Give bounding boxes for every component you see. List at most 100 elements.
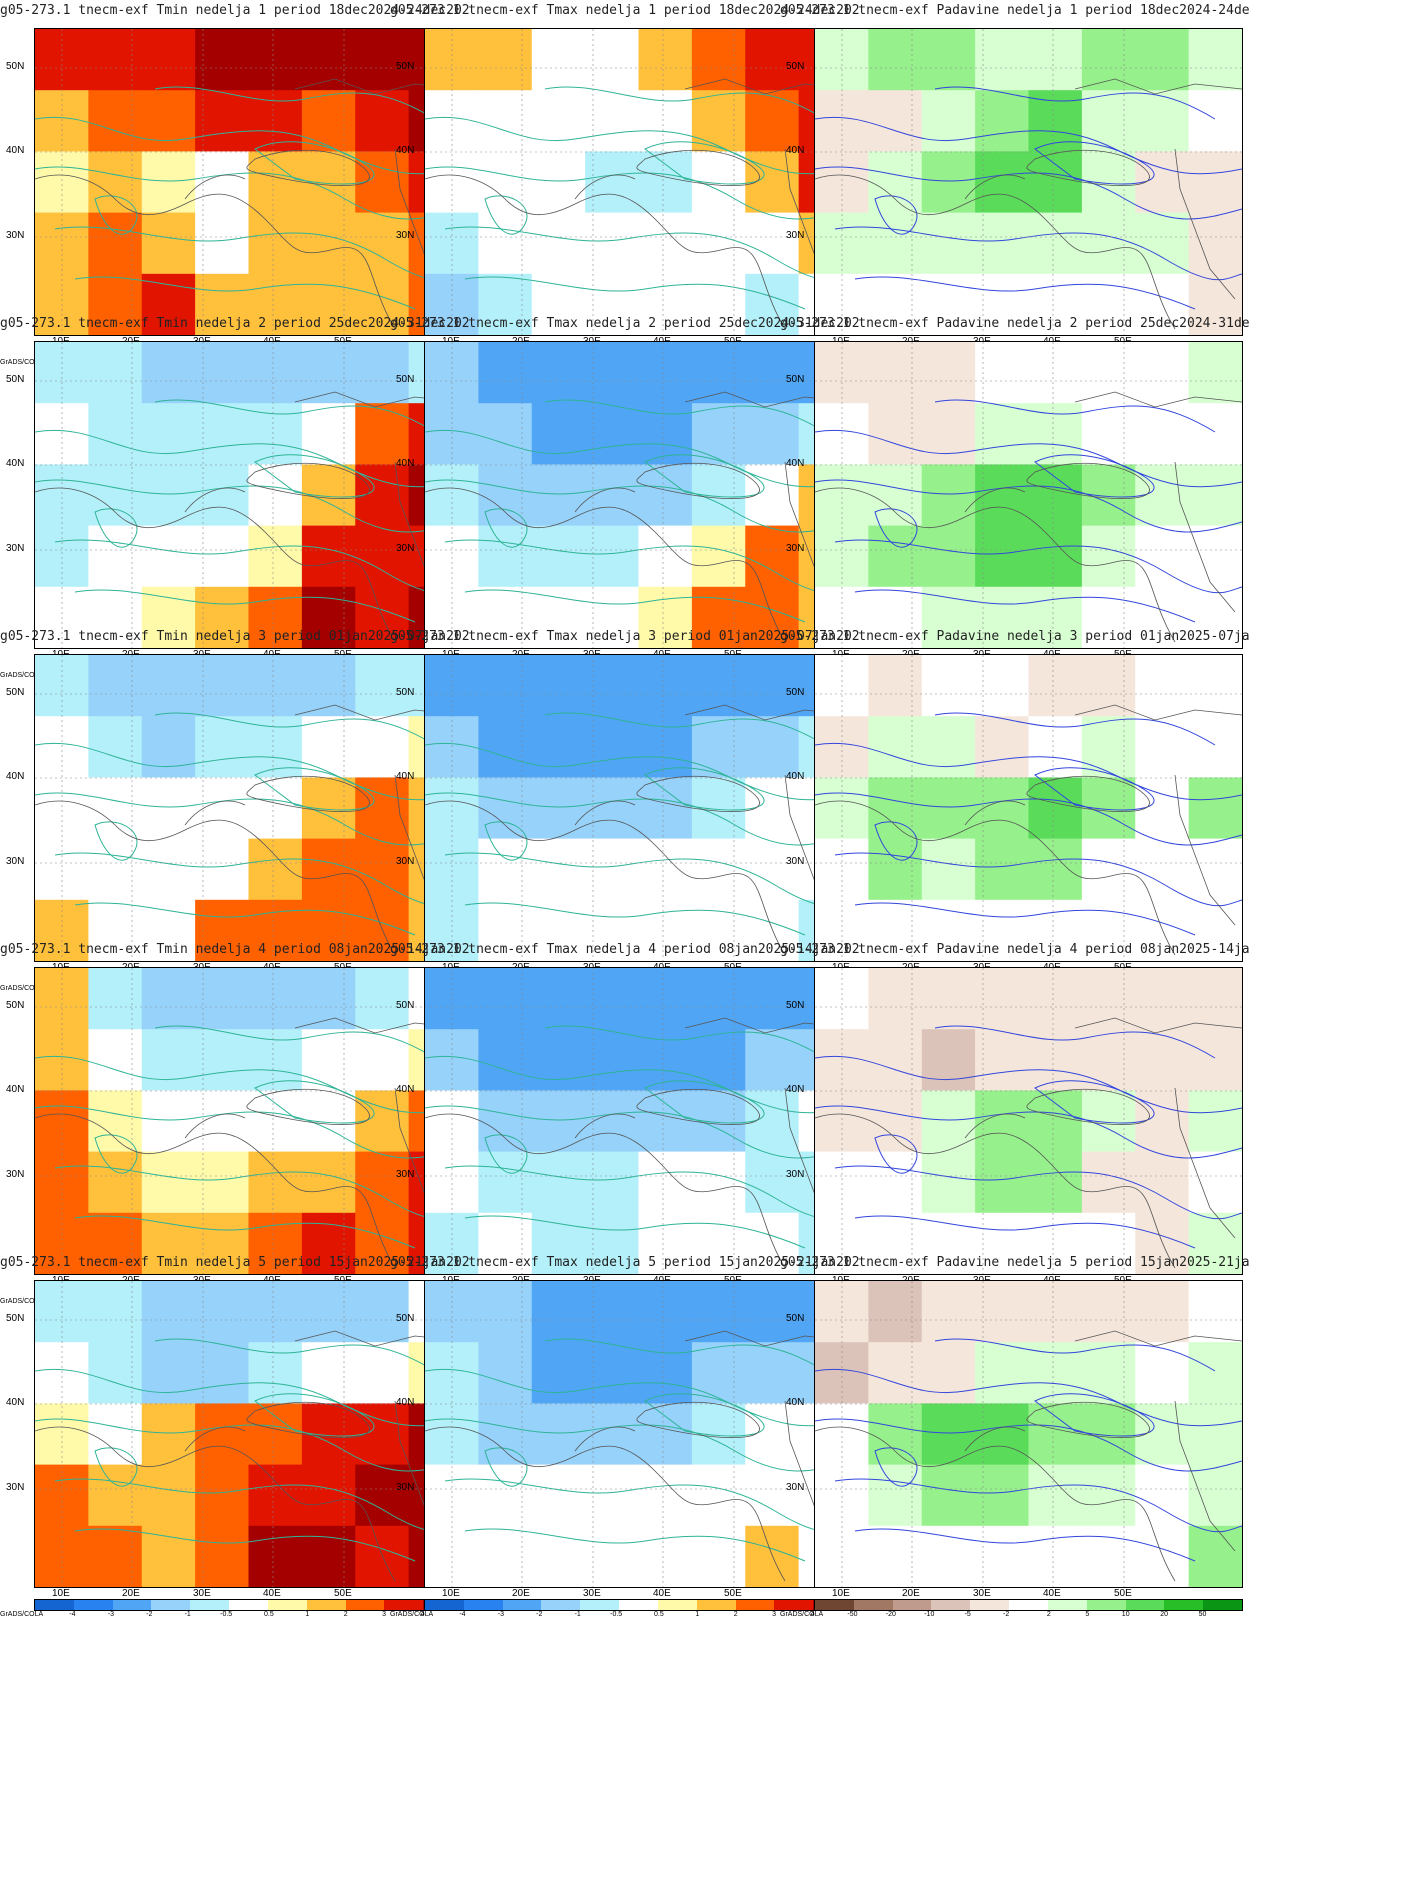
climatology-contours bbox=[815, 1338, 1242, 1562]
anomaly-cell bbox=[478, 655, 533, 717]
coast-segment bbox=[35, 800, 396, 956]
contour-line bbox=[154, 712, 436, 746]
anomaly-cell bbox=[745, 1029, 800, 1091]
anomaly-cell bbox=[975, 716, 1029, 778]
anomaly-cell bbox=[1028, 1281, 1083, 1343]
panel-title: g05-273.1 tnecm-exf Padavine nedelja 4 p… bbox=[780, 942, 1250, 957]
anomaly-cell bbox=[585, 968, 639, 1030]
anomaly-cell bbox=[478, 1464, 533, 1527]
coast-segment bbox=[246, 775, 370, 812]
anomaly-cell bbox=[638, 464, 693, 527]
anomaly-cell bbox=[585, 1029, 639, 1091]
coast-segment bbox=[246, 1088, 370, 1125]
anomaly-cell bbox=[585, 273, 639, 335]
anomaly-cell bbox=[35, 464, 89, 527]
lat-label: 40N bbox=[786, 458, 805, 469]
contour-line bbox=[35, 116, 462, 175]
anomaly-cell bbox=[1028, 1464, 1083, 1527]
grads-label: GrADS/COLA bbox=[0, 359, 44, 366]
coast-segment bbox=[815, 800, 1176, 956]
anomaly-cell bbox=[531, 586, 586, 648]
contour-line bbox=[154, 399, 436, 433]
anomaly-cell bbox=[478, 212, 533, 275]
colorbar-tick-label: 10 bbox=[1121, 1611, 1130, 1618]
anomaly-cell bbox=[478, 586, 533, 648]
anomaly-cell bbox=[88, 1151, 143, 1214]
coast-segment bbox=[574, 1426, 636, 1452]
contour-line bbox=[74, 1528, 416, 1562]
anomaly-cell bbox=[355, 716, 410, 778]
panel-title: g05-273.1 tnecm-exf Tmax nedelja 1 perio… bbox=[390, 3, 860, 18]
contour-line bbox=[874, 508, 918, 548]
contour-line bbox=[94, 195, 138, 235]
anomaly-cell bbox=[585, 1342, 639, 1404]
contour-line bbox=[484, 1134, 528, 1174]
anomaly-cell bbox=[585, 525, 639, 588]
colorbar-swatch bbox=[657, 1600, 697, 1610]
anomaly-cell bbox=[355, 655, 410, 717]
anomaly-cell bbox=[301, 90, 356, 152]
anomaly-cell bbox=[531, 1212, 586, 1274]
anomaly-cell bbox=[141, 525, 196, 588]
anomaly-cell bbox=[1188, 1525, 1242, 1587]
contour-line bbox=[35, 1368, 462, 1427]
anomaly-cell bbox=[745, 968, 800, 1030]
anomaly-cell bbox=[88, 716, 143, 778]
anomaly-cell bbox=[975, 1281, 1029, 1343]
anomaly-cell bbox=[478, 838, 533, 901]
anomaly-cell bbox=[531, 1464, 586, 1527]
map-canvas bbox=[815, 342, 1242, 648]
colorbar-tick-label: 2 bbox=[1046, 1611, 1051, 1618]
anomaly-cell bbox=[585, 1151, 639, 1214]
anomaly-cell bbox=[141, 29, 196, 91]
anomaly-cell bbox=[868, 342, 923, 404]
contour-line bbox=[35, 166, 462, 220]
contour-line bbox=[815, 479, 1242, 533]
anomaly-cell bbox=[1188, 1403, 1242, 1466]
contour-line bbox=[644, 141, 765, 185]
anomaly-cell bbox=[1028, 212, 1083, 275]
anomaly-cell bbox=[1028, 525, 1083, 588]
anomaly-cell bbox=[1028, 1212, 1083, 1274]
coast-segment bbox=[35, 1426, 396, 1582]
anomaly-cell bbox=[585, 586, 639, 648]
anomaly-cell bbox=[815, 1090, 869, 1153]
lat-label: 30N bbox=[786, 230, 805, 241]
map-frame bbox=[814, 341, 1243, 649]
climatology-contours bbox=[425, 86, 852, 310]
anomaly-cell bbox=[1081, 838, 1136, 901]
grads-label: GrADS/COLA bbox=[0, 672, 44, 679]
colorbar-ticks: -4 -3 -2 -1 -0.5 0.5 1 2 3 4 bbox=[34, 1611, 461, 1621]
anomaly-cell bbox=[1135, 1281, 1190, 1343]
anomaly-cell bbox=[1028, 464, 1083, 527]
coast-segment bbox=[1074, 704, 1242, 721]
anomaly-cell bbox=[1188, 968, 1242, 1030]
anomaly-cell bbox=[638, 1281, 693, 1343]
map-frame bbox=[814, 28, 1243, 336]
anomaly-cell bbox=[355, 212, 410, 275]
lon-label: 10E bbox=[832, 1588, 850, 1599]
anomaly-cell bbox=[301, 1464, 356, 1527]
anomaly-cell bbox=[195, 342, 249, 404]
anomaly-cell bbox=[301, 1029, 356, 1091]
lat-label: 40N bbox=[396, 145, 415, 156]
contour-line bbox=[815, 1055, 1242, 1114]
colorbar-swatch bbox=[384, 1600, 424, 1610]
coast-segment bbox=[1074, 1330, 1242, 1347]
anomaly-cell bbox=[921, 1525, 976, 1587]
coast-segment bbox=[574, 174, 636, 200]
coast-segment bbox=[1026, 149, 1150, 186]
anomaly-cell bbox=[478, 90, 533, 152]
coast-segment bbox=[1026, 462, 1150, 499]
anomaly-cell bbox=[975, 1342, 1029, 1404]
anomaly-cell bbox=[921, 29, 976, 91]
anomaly-cell bbox=[1081, 212, 1136, 275]
contour-line bbox=[854, 902, 1196, 936]
contour-line bbox=[544, 712, 826, 746]
anomaly-cell bbox=[301, 968, 356, 1030]
anomaly-cell bbox=[691, 655, 746, 717]
anomaly-cell bbox=[1188, 777, 1242, 840]
anomaly-cell bbox=[355, 90, 410, 152]
anomaly-cell bbox=[1081, 1281, 1136, 1343]
anomaly-cell bbox=[1188, 716, 1242, 778]
